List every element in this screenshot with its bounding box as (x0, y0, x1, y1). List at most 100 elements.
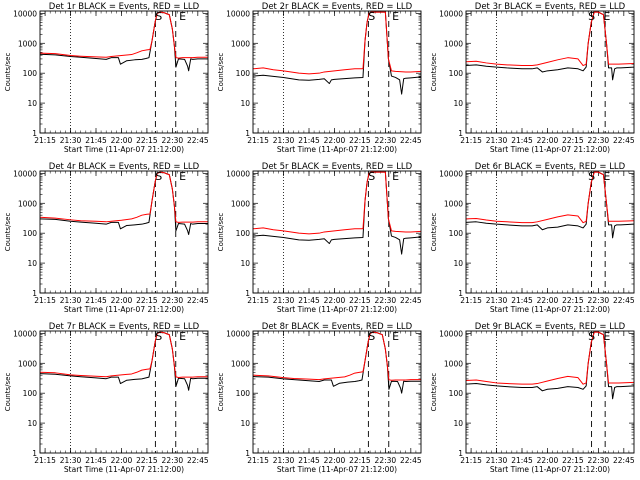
x-tick-label: 22:15 (136, 136, 158, 145)
x-tick-label: 22:30 (588, 136, 610, 145)
x-tick-label: 22:15 (349, 296, 371, 305)
panel-title: Det 6r BLACK = Events, RED = LLD (475, 162, 626, 172)
y-tick-label: 10 (27, 259, 37, 268)
lld-series-line (466, 331, 634, 385)
panel-det-6: Det 6r BLACK = Events, RED = LLD 10000 100… (430, 162, 635, 314)
x-tick-label: 22:15 (562, 296, 584, 305)
x-tick-label: 22:30 (588, 456, 610, 465)
x-tick-label: 21:45 (511, 296, 533, 305)
x-tick-label: 22:00 (111, 456, 133, 465)
start-marker-label: S (155, 170, 162, 183)
x-tick-label: 22:45 (613, 296, 635, 305)
panel-data (40, 331, 208, 391)
panel-title: Det 8r BLACK = Events, RED = LLD (262, 322, 413, 332)
panel-det-8: Det 8r BLACK = Events, RED = LLD 10000 100… (217, 322, 422, 474)
panel-det-4: Det 4r BLACK = Events, RED = LLD 10000 100… (4, 162, 209, 314)
x-tick-label: 22:00 (324, 456, 346, 465)
y-tick-label: 10 (453, 259, 463, 268)
x-tick-label: 21:30 (273, 296, 295, 305)
panel-title: Det 7r BLACK = Events, RED = LLD (49, 322, 200, 332)
plot-frame (252, 10, 422, 134)
end-marker-label: E (179, 170, 186, 183)
panel-data (466, 171, 634, 239)
x-tick-label: 22:30 (588, 296, 610, 305)
x-tick-label: 21:45 (298, 456, 320, 465)
x-tick-label: 22:00 (537, 456, 559, 465)
y-tick-label: 1 (32, 289, 37, 298)
panel-data (466, 331, 634, 400)
x-tick-label: 21:30 (486, 296, 508, 305)
x-tick-label: 22:15 (136, 456, 158, 465)
y-tick-label: 10 (453, 419, 463, 428)
x-tick-label: 22:45 (613, 136, 635, 145)
panel-title: Det 5r BLACK = Events, RED = LLD (262, 162, 413, 172)
end-marker-label: E (392, 170, 399, 183)
start-marker-label: S (368, 330, 375, 343)
x-tick-label: 21:45 (298, 296, 320, 305)
start-marker-label: S (155, 330, 162, 343)
x-tick-label: 22:30 (375, 296, 397, 305)
x-tick-label: 22:15 (136, 296, 158, 305)
panel-data (253, 11, 421, 95)
panel-title: Det 9r BLACK = Events, RED = LLD (475, 322, 626, 332)
x-tick-label: 21:30 (60, 296, 82, 305)
end-marker-label: E (603, 170, 610, 183)
y-tick-label: 1000 (231, 199, 250, 208)
x-tick-label: 21:15 (34, 456, 56, 465)
y-tick-label: 1000 (18, 39, 37, 48)
plot-frame (465, 330, 635, 454)
x-tick-label: 22:45 (187, 296, 209, 305)
start-marker-label: S (588, 330, 595, 343)
y-tick-label: 1000 (444, 39, 463, 48)
y-axis-label: Counts/sec (430, 373, 438, 412)
x-tick-label: 22:00 (111, 296, 133, 305)
y-tick-label: 10000 (13, 169, 37, 178)
panel-data (253, 171, 421, 255)
panel-data (40, 11, 208, 72)
plot-frame (252, 330, 422, 454)
lld-series-line (466, 171, 634, 224)
x-tick-label: 21:45 (85, 456, 107, 465)
x-axis-label: Start Time (11-Apr-07 21:12:00) (64, 145, 184, 154)
lld-series-line (40, 11, 208, 59)
y-tick-label: 10000 (439, 329, 463, 338)
y-tick-label: 1 (245, 289, 250, 298)
end-marker-label: E (603, 10, 610, 23)
y-tick-label: 100 (449, 389, 464, 398)
x-tick-label: 22:15 (562, 136, 584, 145)
x-tick-label: 21:30 (60, 136, 82, 145)
x-tick-label: 21:15 (460, 456, 482, 465)
panel-data (466, 11, 634, 81)
x-tick-label: 22:30 (162, 136, 184, 145)
y-tick-label: 100 (23, 69, 38, 78)
panel-det-1: Det 1r BLACK = Events, RED = LLD 10000 100… (4, 2, 209, 154)
y-tick-label: 10000 (226, 169, 250, 178)
panel-title: Det 2r BLACK = Events, RED = LLD (262, 2, 413, 12)
x-tick-label: 21:15 (247, 136, 269, 145)
x-axis-label: Start Time (11-Apr-07 21:12:00) (277, 145, 397, 154)
y-tick-label: 10000 (439, 9, 463, 18)
x-axis-label: Start Time (11-Apr-07 21:12:00) (490, 465, 610, 474)
y-tick-label: 100 (236, 229, 251, 238)
panel-det-5: Det 5r BLACK = Events, RED = LLD 10000 100… (217, 162, 422, 314)
x-tick-label: 21:15 (34, 136, 56, 145)
y-tick-label: 1 (458, 129, 463, 138)
start-marker-label: S (368, 10, 375, 23)
end-marker-label: E (603, 330, 610, 343)
x-tick-label: 21:30 (273, 136, 295, 145)
y-axis-label: Counts/sec (430, 213, 438, 252)
lld-series-line (40, 331, 208, 378)
panel-data (40, 171, 208, 236)
y-axis-label: Counts/sec (430, 53, 438, 92)
panel-title: Det 3r BLACK = Events, RED = LLD (475, 2, 626, 12)
x-axis-label: Start Time (11-Apr-07 21:12:00) (64, 305, 184, 314)
y-tick-label: 10000 (439, 169, 463, 178)
y-axis-label: Counts/sec (217, 373, 225, 412)
lld-series-line (40, 171, 208, 223)
panel-det-3: Det 3r BLACK = Events, RED = LLD 10000 100… (430, 2, 635, 154)
panel-det-2: Det 2r BLACK = Events, RED = LLD 10000 100… (217, 2, 422, 154)
x-tick-label: 21:45 (511, 136, 533, 145)
end-marker-label: E (179, 330, 186, 343)
start-marker-label: S (588, 170, 595, 183)
x-tick-label: 22:15 (562, 456, 584, 465)
